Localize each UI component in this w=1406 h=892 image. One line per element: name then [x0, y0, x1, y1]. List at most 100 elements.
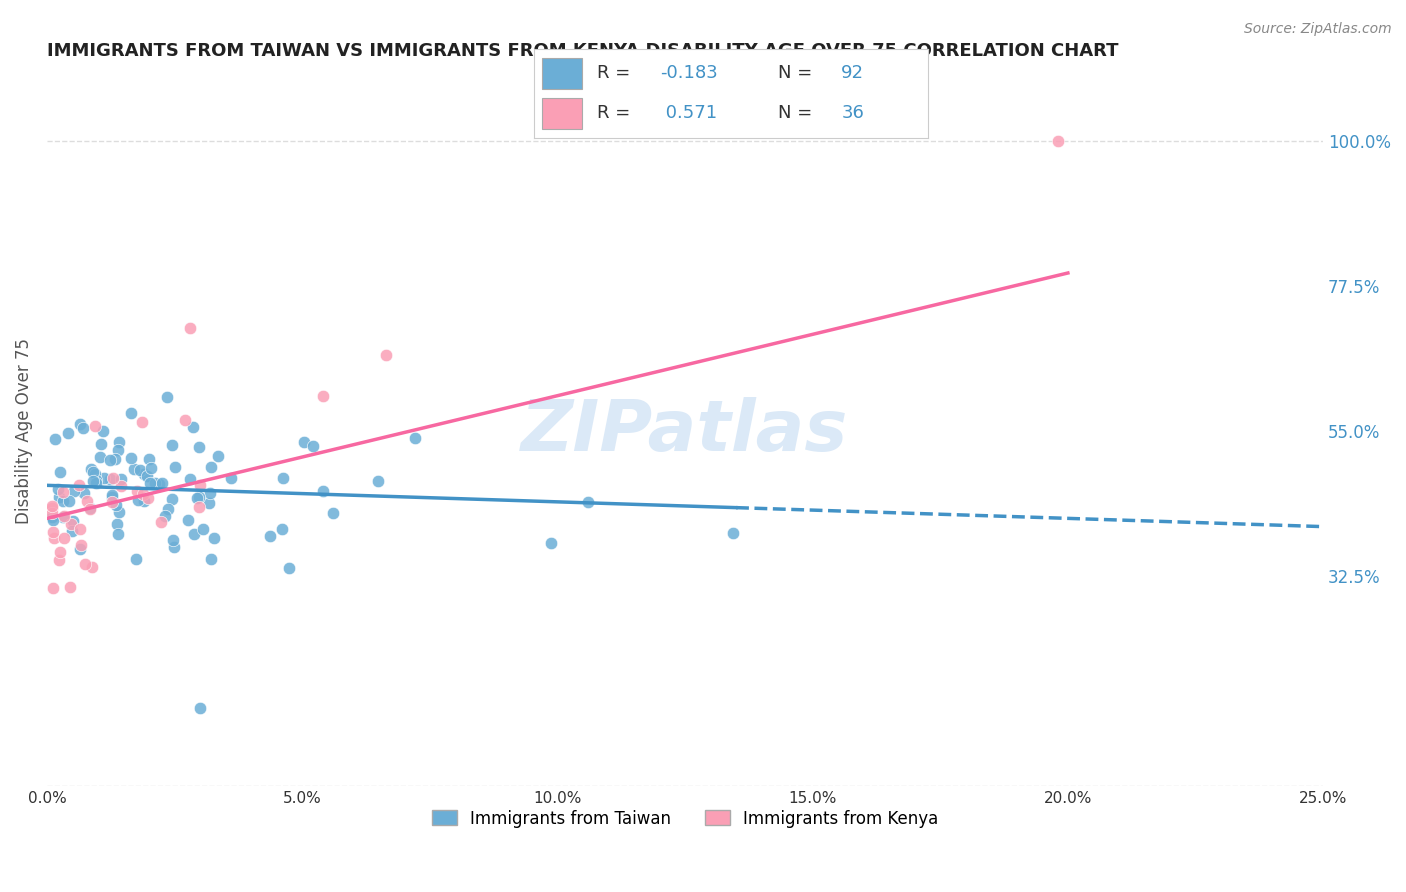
Point	[91, 424, 114, 438]
Point	[312, 389, 335, 403]
Point	[540, 536, 562, 550]
Point	[125, 551, 148, 566]
Point	[150, 475, 173, 490]
Point	[41, 510, 63, 524]
Point	[179, 321, 201, 335]
Point	[52, 484, 75, 499]
Point	[259, 529, 281, 543]
Point	[56, 426, 79, 441]
Point	[98, 453, 121, 467]
Point	[69, 541, 91, 556]
Point	[177, 513, 200, 527]
Point	[90, 436, 112, 450]
Point	[60, 524, 83, 538]
Point	[174, 413, 197, 427]
Point	[122, 462, 145, 476]
FancyBboxPatch shape	[543, 98, 582, 129]
Point	[89, 450, 111, 465]
Point	[186, 491, 208, 506]
Point	[69, 522, 91, 536]
Text: N =: N =	[779, 64, 813, 82]
Point	[136, 469, 159, 483]
Point	[82, 474, 104, 488]
Point	[73, 485, 96, 500]
Point	[375, 348, 398, 362]
Point	[59, 517, 82, 532]
Point	[48, 545, 70, 559]
Point	[301, 439, 323, 453]
Point	[52, 510, 75, 524]
Point	[156, 502, 179, 516]
Point	[100, 488, 122, 502]
Point	[67, 478, 90, 492]
Point	[73, 558, 96, 572]
Point	[576, 495, 599, 509]
Point	[110, 472, 132, 486]
Point	[200, 486, 222, 500]
Point	[202, 531, 225, 545]
Text: IMMIGRANTS FROM TAIWAN VS IMMIGRANTS FROM KENYA DISABILITY AGE OVER 75 CORRELATI: IMMIGRANTS FROM TAIWAN VS IMMIGRANTS FRO…	[46, 42, 1118, 60]
Point	[76, 494, 98, 508]
Point	[46, 482, 69, 496]
Point	[139, 476, 162, 491]
Point	[104, 451, 127, 466]
Text: ZIPatlas: ZIPatlas	[522, 397, 849, 466]
Text: -0.183: -0.183	[661, 64, 718, 82]
Point	[86, 475, 108, 490]
Point	[165, 460, 187, 475]
FancyBboxPatch shape	[543, 58, 582, 89]
Point	[83, 418, 105, 433]
Point	[41, 501, 63, 516]
Point	[69, 417, 91, 431]
Point	[1046, 134, 1069, 148]
Point	[187, 490, 209, 504]
Point	[198, 496, 221, 510]
Point	[312, 483, 335, 498]
Point	[277, 561, 299, 575]
Point	[139, 461, 162, 475]
Legend: Immigrants from Taiwan, Immigrants from Kenya: Immigrants from Taiwan, Immigrants from …	[425, 803, 945, 834]
Point	[188, 440, 211, 454]
Point	[41, 506, 63, 520]
Text: Source: ZipAtlas.com: Source: ZipAtlas.com	[1244, 22, 1392, 37]
Point	[103, 471, 125, 485]
Point	[93, 471, 115, 485]
Point	[41, 499, 63, 513]
Text: R =: R =	[598, 64, 630, 82]
Point	[143, 476, 166, 491]
Point	[132, 487, 155, 501]
Point	[84, 473, 107, 487]
Point	[59, 580, 82, 594]
Point	[160, 437, 183, 451]
Point	[42, 531, 65, 545]
Point	[108, 434, 131, 449]
Point	[136, 491, 159, 505]
Point	[127, 492, 149, 507]
Point	[107, 527, 129, 541]
Point	[179, 472, 201, 486]
Point	[181, 420, 204, 434]
Text: 92: 92	[841, 64, 865, 82]
Point	[48, 553, 70, 567]
Point	[80, 461, 103, 475]
Point	[52, 531, 75, 545]
Point	[367, 474, 389, 488]
Point	[80, 560, 103, 574]
Point	[131, 415, 153, 429]
Point	[162, 533, 184, 547]
Point	[156, 390, 179, 404]
Point	[271, 471, 294, 485]
Point	[129, 463, 152, 477]
Point	[150, 515, 173, 529]
Point	[42, 524, 65, 539]
Point	[207, 450, 229, 464]
Point	[44, 432, 66, 446]
Point	[70, 538, 93, 552]
Point	[191, 522, 214, 536]
Point	[120, 406, 142, 420]
Point	[82, 466, 104, 480]
Point	[721, 526, 744, 541]
Point	[84, 476, 107, 491]
Point	[107, 442, 129, 457]
Point	[153, 508, 176, 523]
